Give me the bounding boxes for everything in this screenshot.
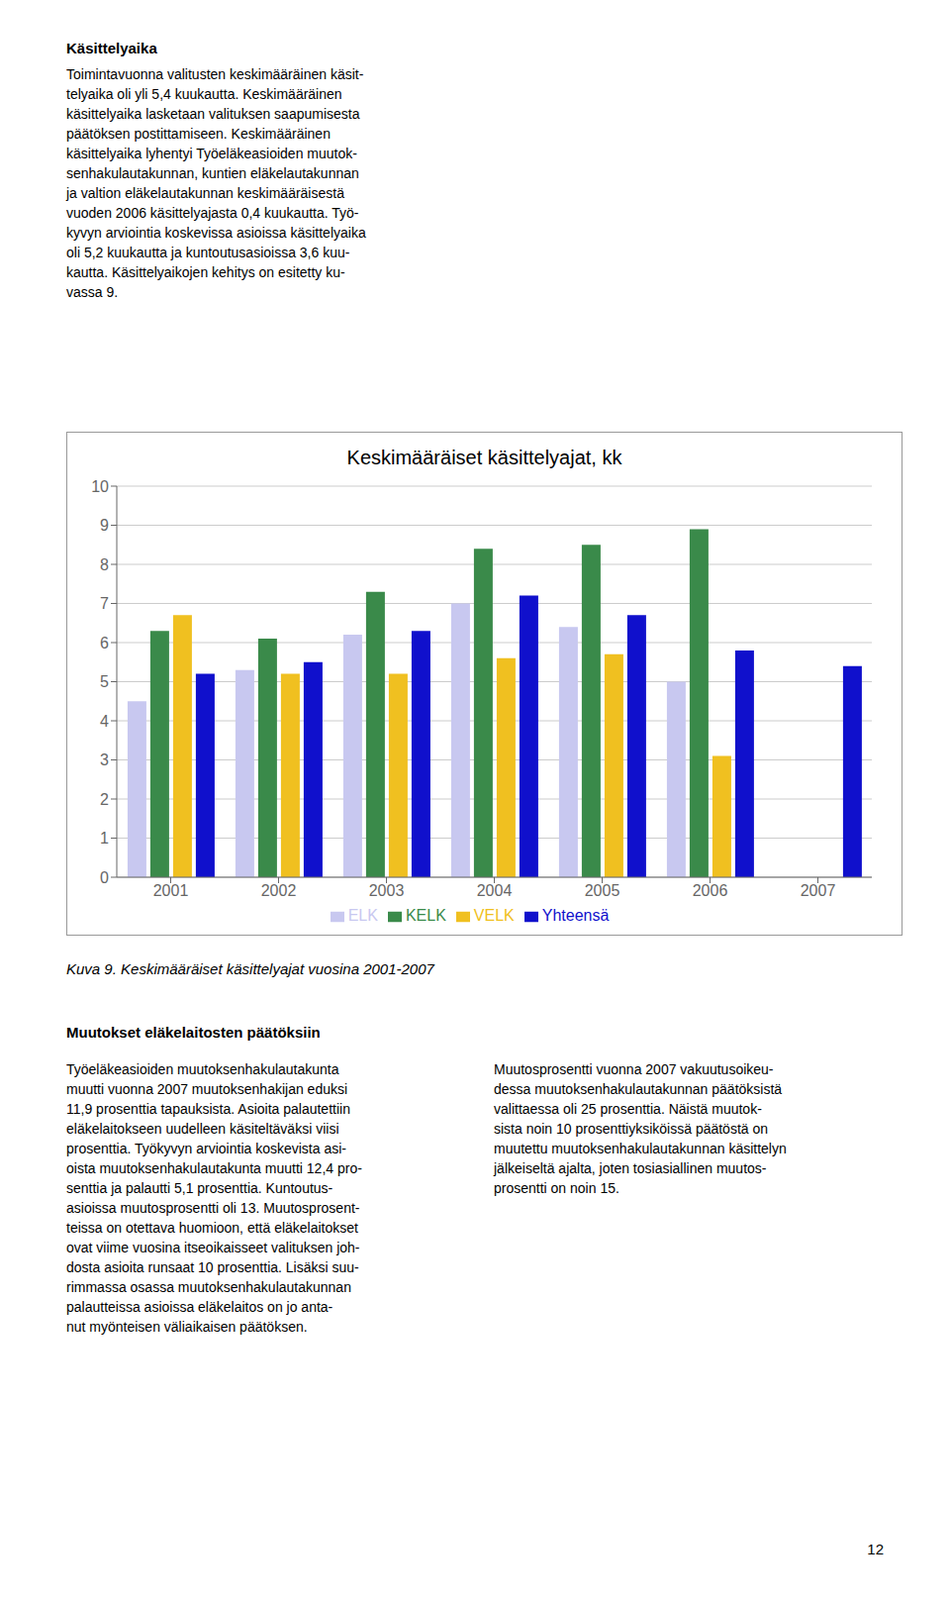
- html-text:eläkelaitokseen uudelleen käsi: eläkelaitokseen uudelleen käsiteltäväksi…: [66, 1120, 339, 1137]
- html-text:rimmassa osassa muutoksenhakul: rimmassa osassa muutoksenhakulautakunnan: [66, 1278, 352, 1295]
- svg-text:10: 10: [91, 477, 109, 495]
- html-text:käsittelyaika lyhentyi Työeläk: käsittelyaika lyhentyi Työeläkeasioiden …: [66, 145, 358, 162]
- html-text:senhakulautakunnan, kuntien el: senhakulautakunnan, kuntien eläkelautaku…: [66, 165, 360, 182]
- html-text:jälkeiseltä ajalta, joten tosi: jälkeiseltä ajalta, joten tosiasiallinen…: [493, 1159, 767, 1176]
- html-text:dosta asioita runsaat 10 prose: dosta asioita runsaat 10 prosenttia. Lis…: [66, 1258, 359, 1275]
- html-text:oli 5,2 kuukautta ja kuntoutus: oli 5,2 kuukautta ja kuntoutusasioissa 3…: [66, 244, 350, 261]
- svg-text:0: 0: [99, 868, 109, 886]
- html-text:ovat viime vuosina itseoikaiss: ovat viime vuosina itseoikaisseet valitu…: [66, 1238, 360, 1255]
- svg-text:6: 6: [99, 634, 109, 652]
- html-text:muutettu muutoksenhakulautakun: muutettu muutoksenhakulautakunnan käsitt…: [493, 1140, 787, 1156]
- html-text:11,9 prosenttia tapauksista. A: 11,9 prosenttia tapauksista. Asioita pal…: [66, 1100, 351, 1117]
- svg-text:2007: 2007: [800, 881, 837, 899]
- html-text:prosentti on noin 15.: prosentti on noin 15.: [493, 1179, 620, 1196]
- html-text:teissa on otettava huomioon, e: teissa on otettava huomioon, että eläkel…: [66, 1219, 359, 1235]
- html-text:ja valtion eläkelautakunnan ke: ja valtion eläkelautakunnan keskimääräis…: [66, 185, 345, 201]
- html-text:Muutokset eläkelaitosten päätö: Muutokset eläkelaitosten päätöksiin: [66, 1023, 321, 1041]
- svg-text:2003: 2003: [369, 881, 405, 899]
- html-text:Toimintavuonna valitusten kesk: Toimintavuonna valitusten keskimääräinen…: [66, 66, 364, 83]
- html-text:valittaessa oli 25 prosenttia.: valittaessa oli 25 prosenttia. Näistä mu…: [493, 1100, 762, 1117]
- svg-text:2001: 2001: [153, 881, 190, 899]
- html-text:kautta. Käsittelyaikojen kehit: kautta. Käsittelyaikojen kehitys on esit…: [66, 264, 346, 281]
- html-text:ELK: ELK: [347, 906, 378, 924]
- html-text:telyaika oli yli 5,4 kuukautta: telyaika oli yli 5,4 kuukautta. Keskimää…: [66, 86, 342, 102]
- svg-text:2002: 2002: [261, 881, 297, 899]
- html-text:kyvyn arviointia koskevissa as: kyvyn arviointia koskevissa asioissa käs…: [66, 224, 366, 241]
- svg-text:2005: 2005: [584, 881, 621, 899]
- html-text:vassa 9.: vassa 9.: [66, 284, 118, 300]
- html-text:senttia ja palautti 5,1 prosen: senttia ja palautti 5,1 prosenttia. Kunt…: [66, 1179, 333, 1196]
- html-text:sista noin 10 prosenttiyksiköi: sista noin 10 prosenttiyksiköissä päätös…: [493, 1120, 768, 1137]
- svg-text:4: 4: [99, 712, 109, 730]
- svg-text:2006: 2006: [692, 881, 729, 899]
- html-text:päätöksen postittamiseen. Kesk: päätöksen postittamiseen. Keskimääräinen: [66, 125, 331, 142]
- html-text:VELK: VELK: [473, 906, 515, 924]
- html-text:palautteissa asioissa eläkelai: palautteissa asioissa eläkelaitos on jo …: [66, 1298, 333, 1315]
- html-text:käsittelyaika lasketaan valitu: käsittelyaika lasketaan valituksen saapu…: [66, 105, 360, 122]
- html-text:asioissa muutosprosentti oli 1: asioissa muutosprosentti oli 13. Muutosp…: [66, 1199, 360, 1216]
- html-text:nut myönteisen väliaikaisen pä: nut myönteisen väliaikaisen päätöksen.: [66, 1318, 308, 1334]
- html-text:muutti vuonna 2007 muutoksenha: muutti vuonna 2007 muutoksenhakijan eduk…: [66, 1080, 348, 1097]
- html-text:Käsittelyaika: Käsittelyaika: [66, 39, 158, 57]
- svg-text:1: 1: [99, 829, 109, 847]
- html-text:Työeläkeasioiden muutoksenhaku: Työeläkeasioiden muutoksenhakulautakunta: [66, 1060, 339, 1077]
- html-text:12: 12: [867, 1539, 884, 1557]
- svg-text:5: 5: [99, 672, 109, 690]
- svg-text:3: 3: [99, 751, 109, 768]
- html-text:Yhteensä: Yhteensä: [541, 906, 609, 924]
- html-text:vuoden 2006 käsittelyajasta 0,: vuoden 2006 käsittelyajasta 0,4 kuukautt…: [66, 204, 359, 221]
- html-text:dessa muutoksenhakulautakunnan: dessa muutoksenhakulautakunnan päätöksis…: [493, 1080, 782, 1097]
- html-text:Kuva 9. Keskimääräiset käsitte: Kuva 9. Keskimääräiset käsittelyajat vuo…: [66, 959, 435, 977]
- svg-text:2004: 2004: [476, 881, 513, 899]
- html-text:prosenttia. Työkyvyn arviointi: prosenttia. Työkyvyn arviointia koskevis…: [66, 1140, 347, 1156]
- html-text:Muutosprosentti vuonna 2007 va: Muutosprosentti vuonna 2007 vakuutusoike…: [493, 1060, 774, 1077]
- html-text:oista muutoksenhakulautakunta: oista muutoksenhakulautakunta muutti 12,…: [66, 1159, 363, 1176]
- html-text:KELK: KELK: [405, 906, 447, 924]
- svg-text:7: 7: [99, 594, 109, 612]
- svg-text:2: 2: [99, 790, 109, 808]
- svg-text:8: 8: [99, 556, 109, 573]
- svg-text:9: 9: [99, 516, 109, 534]
- html-text:Keskimääräiset käsittelyajat,: Keskimääräiset käsittelyajat, kk: [346, 446, 622, 469]
